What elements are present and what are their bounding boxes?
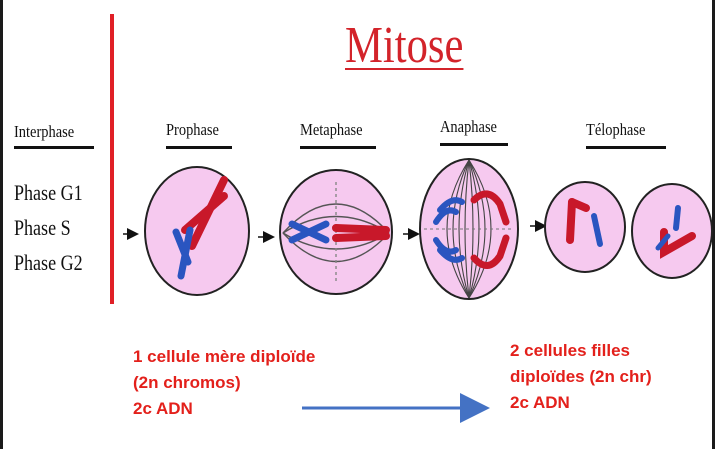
interphase-divider <box>110 14 114 304</box>
phase-s: Phase S <box>14 215 71 240</box>
prophase-underline <box>166 146 232 149</box>
telophase-right-chromosomes <box>655 205 696 259</box>
prophase-cell <box>144 166 250 296</box>
telophase-label: Télophase <box>586 120 646 139</box>
anaphase-chromosomes <box>433 190 510 269</box>
metaphase-cell <box>279 169 393 295</box>
interphase-underline <box>14 146 94 149</box>
note-line: 1 cellule mère diploïde <box>133 347 316 366</box>
telophase-left-chromosomes <box>566 198 603 247</box>
right-border <box>712 0 715 449</box>
anaphase-spindle <box>424 159 514 299</box>
metaphase-underline <box>300 146 376 149</box>
phase-g2: Phase G2 <box>14 250 83 275</box>
anaphase-cell <box>419 158 519 300</box>
note-line: 2c ADN <box>133 399 193 418</box>
interphase-label: Interphase <box>14 122 75 141</box>
telophase-cell-right <box>631 183 713 279</box>
metaphase-label: Metaphase <box>300 120 363 139</box>
mother-cell-note: 1 cellule mère diploïde (2n chromos) 2c … <box>133 344 315 422</box>
anaphase-underline <box>440 143 508 146</box>
note-line: 2 cellules filles <box>510 341 631 360</box>
note-line: diploïdes (2n chr) <box>510 367 652 386</box>
prophase-chromosomes <box>172 176 228 280</box>
telophase-underline <box>586 146 666 149</box>
prophase-label: Prophase <box>166 120 219 139</box>
anaphase-label: Anaphase <box>440 117 497 136</box>
metaphase-chromosomes <box>288 220 390 244</box>
daughter-cells-note: 2 cellules filles diploïdes (2n chr) 2c … <box>510 338 652 416</box>
note-line: 2c ADN <box>510 393 570 412</box>
note-line: (2n chromos) <box>133 373 241 392</box>
diagram-title: Mitose <box>345 17 464 74</box>
telophase-cell-left <box>544 181 626 273</box>
left-border <box>0 0 3 449</box>
phase-g1: Phase G1 <box>14 180 83 205</box>
